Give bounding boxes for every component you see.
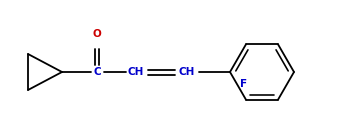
Text: O: O — [93, 29, 102, 39]
Text: F: F — [240, 79, 247, 89]
Text: CH: CH — [128, 67, 144, 77]
Text: CH: CH — [179, 67, 195, 77]
Text: C: C — [93, 67, 101, 77]
